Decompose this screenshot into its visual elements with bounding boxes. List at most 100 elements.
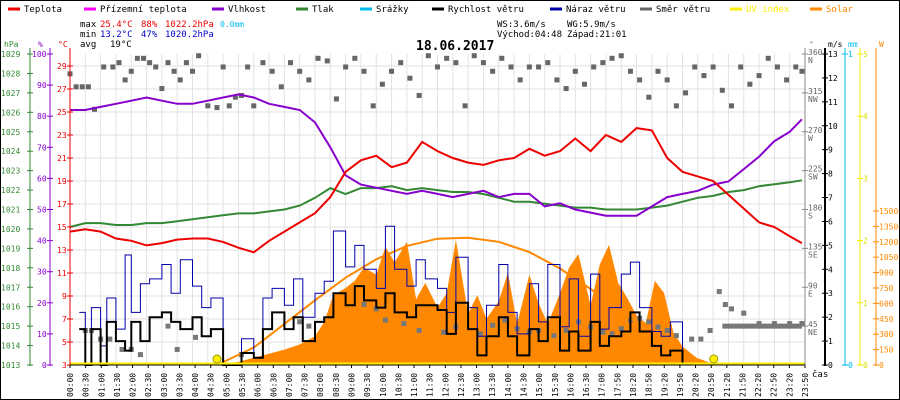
wind-dir-point [245, 64, 251, 70]
legend-label-3: Tlak [312, 5, 334, 15]
x-tick-label: 01:30 [113, 373, 122, 397]
wind-dir-point [741, 310, 747, 316]
wind-dir-point [315, 55, 321, 61]
wind-dir-compass-label: N [808, 56, 813, 65]
wind-speed-tick-label: 5 [828, 241, 833, 250]
stats-min-hum: 47% [141, 30, 158, 40]
wind-dir-point [453, 60, 459, 66]
wind-dir-point [73, 84, 79, 90]
wind-speed-tick-label: 9 [828, 146, 833, 155]
wind-dir-point [673, 103, 679, 109]
solar-tick-label: 150 [879, 346, 894, 355]
wind-dir-point [401, 321, 407, 327]
wind-dir-point [698, 336, 704, 342]
temperature-tick-label: 11 [57, 269, 67, 278]
x-tick-label: 03:30 [175, 373, 184, 397]
wind-dir-point [738, 64, 744, 70]
wind-dir-point [729, 103, 734, 109]
wind-dir-point [370, 103, 376, 109]
wind-dir-point [692, 64, 698, 70]
wind-dir-point [784, 77, 790, 83]
humidity-line [70, 93, 803, 217]
pressure-tick-label: 1029 [1, 50, 20, 59]
wind-dir-point [747, 81, 753, 87]
x-tick-label: 02:00 [129, 373, 138, 397]
wind-dir-point [689, 336, 695, 342]
x-tick-label: 19:20 [660, 373, 669, 397]
wind-dir-tick-label: 360 [808, 48, 823, 57]
wind-dir-point [373, 306, 379, 312]
wind-dir-point [278, 84, 284, 90]
x-tick-label: 18:50 [645, 373, 654, 397]
temperature-tick-label: 27 [57, 85, 67, 94]
wind-dir-point [128, 68, 134, 74]
stats-min-press: 1020.2hPa [165, 30, 214, 40]
wind-dir-point [707, 327, 713, 333]
wind-dir-point [107, 336, 113, 342]
wind-speed-tick-label: 2 [828, 313, 833, 322]
wind-speed-tick-label: 7 [828, 194, 833, 203]
wind-dir-point [771, 321, 777, 327]
humidity-tick-label: 50 [37, 206, 47, 215]
wind-dir-point [787, 321, 793, 327]
x-tick-label: 01:00 [97, 373, 106, 397]
pressure-tick-label: 1028 [1, 69, 20, 78]
x-tick-label: 17:00 [598, 373, 607, 397]
stats-max-press: 1022.2hPa [165, 20, 214, 30]
x-tick-label: 07:00 [285, 373, 294, 397]
humidity-tick-label: 60 [37, 174, 47, 183]
x-tick-label: 02:30 [144, 373, 153, 397]
wind-dir-point [147, 60, 153, 66]
temperature-tick-label: 21 [57, 154, 67, 163]
solar-tick-label: 900 [879, 269, 894, 278]
wind-dir-point [101, 64, 107, 70]
rain-tick-label: 0 [848, 361, 853, 370]
stats-wg: WG:5.9m/s [567, 20, 616, 30]
legend-label-7: Směr větru [656, 5, 710, 15]
wind-speed-tick-label: 8 [828, 170, 833, 179]
wind-dir-point [297, 68, 303, 74]
wind-dir-point [220, 64, 226, 70]
wind-dir-point [193, 334, 199, 340]
wind-dir-point [441, 329, 447, 335]
pressure-tick-label: 1018 [1, 264, 20, 273]
pressure-tick-label: 1015 [1, 322, 20, 331]
wind-dir-point [609, 331, 615, 337]
wind-dir-point [343, 64, 349, 70]
x-tick-label: 05:00 [222, 373, 231, 397]
wind-dir-point [251, 103, 257, 109]
pressure-axis-unit: hPa [4, 40, 19, 49]
temperature-tick-label: 19 [57, 177, 67, 186]
wind-speed-tick-label: 6 [828, 217, 833, 226]
wind-dir-point [756, 321, 762, 327]
wind-dir-point [183, 60, 189, 66]
humidity-tick-label: 0 [42, 361, 47, 370]
wind-speed-tick-label: 11 [828, 98, 838, 107]
stats-avg-temp: 19°C [110, 40, 132, 50]
wind-dir-point [719, 87, 725, 93]
uv-tick-label: 0 [863, 361, 868, 370]
pressure-tick-label: 1017 [1, 283, 20, 292]
solar-tick-label: 0 [879, 361, 884, 370]
wind-dir-point [526, 64, 532, 70]
wind-dir-tick-label: 90 [808, 281, 818, 290]
x-tick-label: 08:30 [332, 373, 341, 397]
wind-dir-point [190, 68, 195, 74]
x-tick-label: 21:50 [738, 373, 747, 397]
x-tick-label: 16:30 [582, 373, 591, 397]
stats-max-label: max [80, 20, 97, 30]
line-series [67, 53, 805, 366]
temperature-tick-label: 9 [62, 292, 67, 301]
humidity-tick-label: 40 [37, 237, 47, 246]
wind-dir-point [288, 60, 293, 66]
solar-theoretical-line [216, 236, 714, 366]
wind-dir-point [159, 86, 165, 92]
humidity-tick-label: 10 [37, 330, 47, 339]
wind-dir-point [85, 84, 91, 90]
solar-tick-label: 1200 [879, 238, 898, 247]
wind-dir-point [600, 60, 606, 66]
pressure-tick-label: 1026 [1, 108, 20, 117]
wind-dir-point [582, 81, 587, 87]
uv-tick-label: 5 [863, 50, 868, 59]
pressure-tick-label: 1027 [1, 89, 20, 98]
